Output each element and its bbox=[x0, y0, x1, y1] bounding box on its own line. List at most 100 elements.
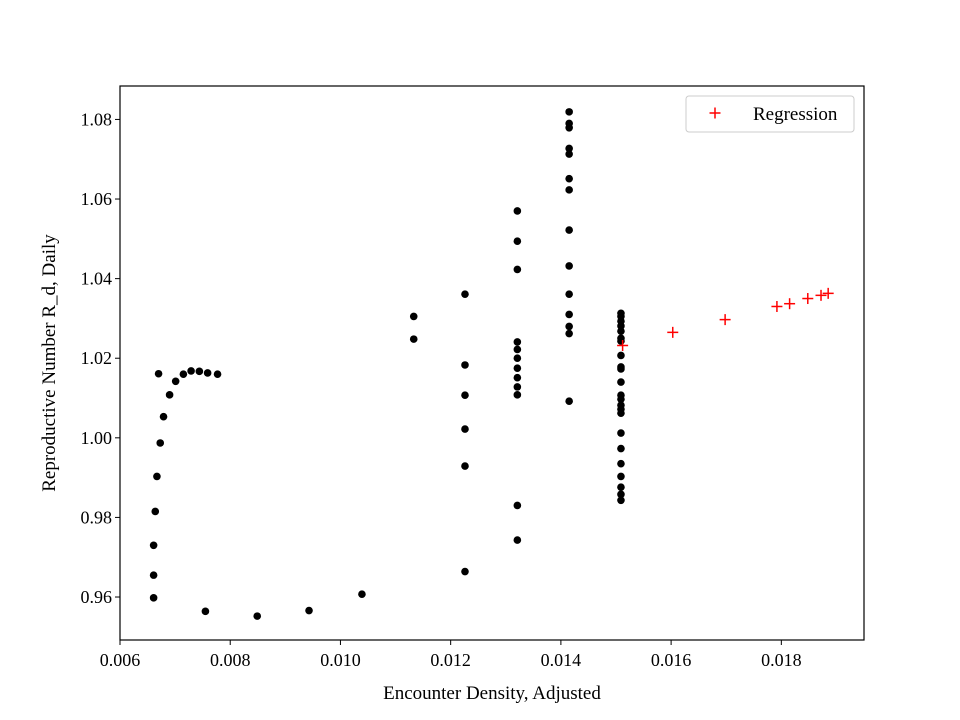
x-tick-label: 0.010 bbox=[320, 650, 361, 670]
data-point bbox=[565, 119, 573, 128]
data-point bbox=[513, 207, 522, 215]
data-point bbox=[409, 335, 418, 343]
y-tick-label: 1.02 bbox=[81, 348, 113, 368]
data-point bbox=[409, 312, 418, 321]
y-axis-ticks: 0.96 0.98 1.00 1.02 1.04 1.06 1.08 bbox=[81, 109, 120, 607]
x-tick-label: 0.008 bbox=[210, 650, 251, 670]
data-point bbox=[565, 150, 573, 158]
data-point bbox=[617, 459, 625, 468]
data-point bbox=[617, 391, 625, 400]
data-point bbox=[617, 401, 625, 409]
data-point bbox=[159, 412, 168, 421]
data-point bbox=[513, 373, 522, 382]
regression-point bbox=[719, 314, 731, 326]
data-point bbox=[179, 370, 188, 378]
y-tick-label: 1.04 bbox=[81, 269, 113, 289]
plot-frame bbox=[119, 85, 865, 641]
y-tick-label: 0.96 bbox=[81, 587, 113, 607]
data-point bbox=[461, 425, 469, 433]
data-point bbox=[565, 322, 573, 331]
data-point bbox=[513, 536, 522, 544]
data-point bbox=[461, 462, 469, 470]
data-point bbox=[195, 367, 204, 376]
data-point bbox=[149, 594, 158, 602]
legend-marker-regression bbox=[709, 107, 721, 119]
regression-point bbox=[784, 298, 796, 310]
data-point bbox=[461, 391, 469, 400]
regression-point bbox=[815, 289, 827, 301]
data-point bbox=[513, 501, 522, 510]
x-axis-ticks: 0.006 0.008 0.010 0.012 0.014 0.016 0.018 bbox=[100, 640, 802, 670]
x-tick-label: 0.016 bbox=[651, 650, 692, 670]
legend: Regression bbox=[685, 95, 855, 133]
x-tick-label: 0.018 bbox=[761, 650, 802, 670]
data-point bbox=[513, 265, 522, 274]
data-point bbox=[156, 439, 165, 447]
data-point bbox=[513, 354, 522, 363]
data-point bbox=[154, 369, 163, 378]
data-points bbox=[149, 108, 834, 620]
data-point bbox=[513, 364, 522, 372]
data-point bbox=[165, 391, 174, 399]
data-point bbox=[461, 290, 469, 298]
y-tick-label: 1.06 bbox=[81, 189, 113, 209]
data-point bbox=[513, 338, 522, 346]
data-point bbox=[565, 186, 573, 194]
y-tick-label: 1.00 bbox=[81, 428, 113, 448]
data-point bbox=[305, 606, 313, 615]
data-point bbox=[565, 226, 573, 234]
data-point bbox=[513, 345, 522, 354]
data-point bbox=[171, 377, 180, 386]
data-point bbox=[617, 429, 625, 437]
legend-plus-icon bbox=[709, 107, 721, 119]
data-point bbox=[617, 351, 625, 360]
data-point bbox=[565, 329, 573, 338]
data-point bbox=[617, 472, 625, 481]
regression-point bbox=[617, 339, 629, 351]
data-point bbox=[617, 363, 625, 371]
data-point bbox=[617, 334, 625, 343]
data-point bbox=[253, 612, 262, 620]
data-point bbox=[513, 237, 522, 246]
data-point bbox=[565, 290, 573, 298]
data-point bbox=[565, 174, 573, 183]
regression-point bbox=[771, 300, 783, 312]
data-point bbox=[565, 144, 573, 153]
data-point bbox=[151, 507, 160, 516]
data-point bbox=[565, 397, 573, 406]
data-point bbox=[461, 361, 469, 369]
data-point bbox=[513, 391, 522, 399]
data-point bbox=[513, 383, 522, 391]
regression-point bbox=[822, 287, 834, 299]
y-tick-label: 1.08 bbox=[81, 109, 113, 129]
data-point bbox=[187, 367, 195, 375]
regression-point bbox=[667, 326, 679, 338]
legend-box bbox=[685, 95, 855, 133]
data-point bbox=[201, 607, 210, 616]
data-point bbox=[617, 483, 625, 491]
y-axis-label: Reproductive Number R_d, Daily bbox=[39, 234, 60, 492]
data-point bbox=[617, 490, 625, 499]
x-axis-label: Encounter Density, Adjusted bbox=[383, 683, 601, 704]
data-point bbox=[203, 369, 212, 377]
data-point bbox=[461, 567, 469, 576]
legend-label-regression: Regression bbox=[753, 104, 838, 125]
regression-point bbox=[802, 293, 814, 305]
data-point bbox=[358, 590, 366, 599]
data-point bbox=[213, 370, 222, 378]
data-point bbox=[565, 310, 573, 319]
data-point bbox=[617, 378, 625, 386]
y-tick-label: 0.98 bbox=[81, 507, 113, 527]
x-tick-label: 0.014 bbox=[541, 650, 582, 670]
data-point bbox=[149, 571, 158, 579]
x-tick-label: 0.006 bbox=[100, 650, 141, 670]
data-point bbox=[617, 309, 625, 318]
data-point bbox=[617, 496, 625, 505]
data-point bbox=[617, 444, 625, 453]
x-tick-label: 0.012 bbox=[430, 650, 471, 670]
data-point bbox=[565, 108, 573, 116]
data-point bbox=[149, 541, 158, 550]
data-point bbox=[153, 472, 161, 481]
data-point bbox=[565, 262, 573, 270]
